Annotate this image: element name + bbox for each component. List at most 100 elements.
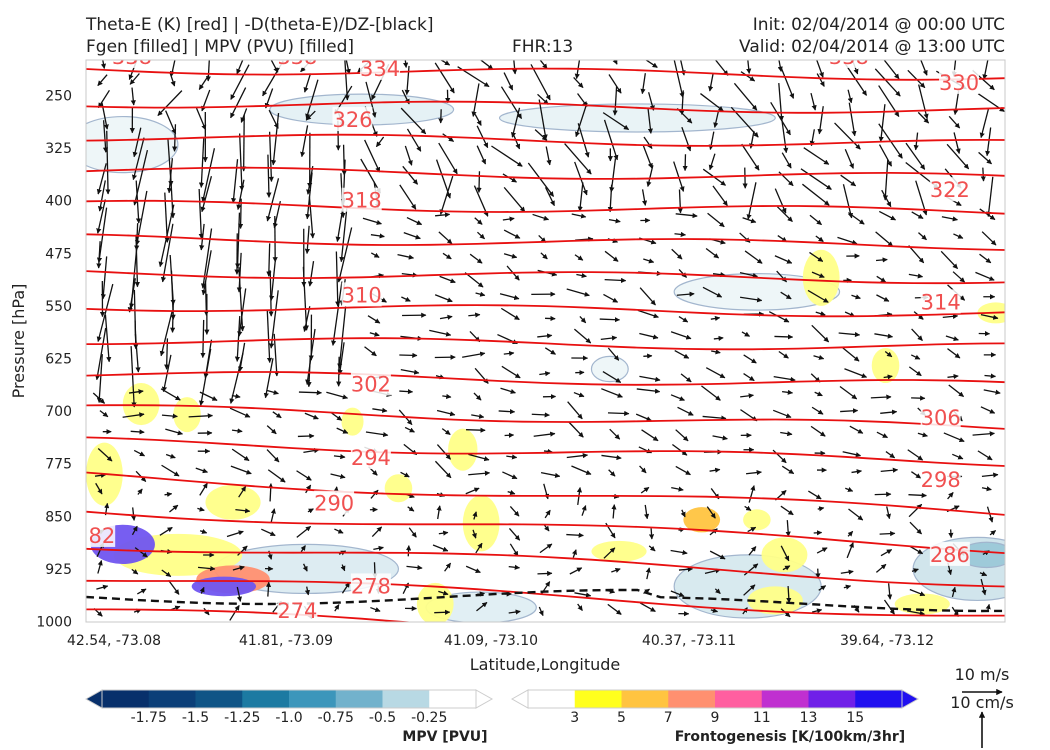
- wind-vector: [940, 250, 959, 270]
- wind-vector: [545, 146, 552, 166]
- wind-vector: [810, 425, 826, 437]
- wind-vector: [129, 73, 140, 85]
- wind-vector: [302, 563, 308, 572]
- wind-vector: [673, 161, 685, 192]
- wind-vector: [401, 296, 411, 302]
- wind-vector: [507, 489, 516, 495]
- wind-vector: [532, 213, 550, 221]
- wind-vector: [161, 413, 178, 419]
- wind-vector: [911, 211, 924, 220]
- wind-vector: [677, 189, 683, 214]
- wind-vector: [272, 411, 282, 419]
- wind-vector: [438, 530, 449, 536]
- theta-e-contour: [86, 337, 1005, 351]
- theta-e-label-bg: [277, 60, 318, 68]
- wind-vector: [887, 583, 893, 600]
- theta-e-label-bg: [86, 522, 116, 547]
- wind-vector: [802, 183, 830, 206]
- wind-vector: [777, 60, 783, 72]
- wind-vector: [744, 250, 763, 264]
- wind-vector: [670, 331, 692, 340]
- wind-vector: [229, 407, 251, 418]
- wind-vector: [785, 520, 791, 537]
- wind-vector: [834, 122, 861, 150]
- dtheta-dz-contour: [86, 588, 1005, 613]
- wind-vector: [504, 432, 515, 438]
- fgen-patch: [416, 582, 454, 622]
- theta-e-label-bg: [341, 282, 382, 307]
- wind-vector: [911, 568, 919, 574]
- wind-vector: [400, 107, 427, 135]
- wind-vector: [230, 87, 247, 119]
- wind-vector: [127, 278, 136, 313]
- wind-vector: [648, 528, 655, 540]
- wind-vector: [739, 271, 758, 278]
- wind-vector: [880, 409, 898, 415]
- wind-vector: [772, 449, 787, 464]
- wind-vector: [677, 406, 694, 416]
- wind-vector: [640, 73, 646, 95]
- wind-vector: [676, 108, 693, 124]
- wind-vector: [302, 306, 311, 332]
- wind-vector: [503, 253, 518, 259]
- wind-vector: [133, 449, 146, 457]
- wind-vector: [709, 550, 726, 560]
- wind-vector: [815, 235, 824, 243]
- wind-vector: [702, 415, 727, 421]
- theta-e-label-bg: [277, 597, 318, 622]
- wind-vector: [748, 546, 757, 556]
- wind-vector: [674, 349, 690, 359]
- wind-vector: [600, 335, 618, 341]
- mpv-colorbar-tick: -1.5: [182, 710, 209, 726]
- wind-vector: [709, 467, 721, 473]
- wind-vector: [748, 485, 756, 503]
- theta-e-label-bg: [920, 405, 961, 430]
- wind-vector: [432, 544, 449, 552]
- wind-vector: [506, 454, 518, 460]
- wind-vector: [296, 470, 312, 481]
- theta-e-label-bg: [332, 107, 373, 132]
- wind-vector: [977, 450, 993, 461]
- wind-vector: [601, 454, 622, 461]
- x-tick-label: 41.81, -73.09: [239, 633, 333, 649]
- wind-vector: [471, 413, 485, 419]
- wind-vector: [953, 233, 964, 239]
- wind-vector: [474, 114, 482, 126]
- wind-vector: [130, 429, 145, 435]
- theta-e-label: 338: [112, 45, 152, 69]
- wind-vector: [197, 565, 216, 572]
- wind-vector: [680, 373, 692, 383]
- wind-vector: [602, 371, 622, 383]
- wind-vector: [530, 64, 551, 101]
- wind-vector: [337, 227, 353, 283]
- wind-vector: [848, 102, 857, 137]
- wind-vector: [849, 425, 864, 434]
- fgen-colorbar-swatch: [574, 690, 622, 708]
- wind-vector: [544, 347, 556, 355]
- wind-vector: [544, 509, 551, 519]
- wind-vector: [159, 310, 173, 357]
- wind-vector: [503, 72, 514, 91]
- wind-vector: [880, 467, 899, 473]
- wind-vector: [503, 350, 515, 357]
- wind-vector: [304, 586, 310, 596]
- wind-vector: [577, 123, 590, 158]
- wind-vector: [809, 214, 822, 226]
- wind-vector: [134, 333, 141, 373]
- fgen-colorbar-tick: 7: [664, 710, 673, 726]
- wind-vector: [917, 432, 928, 438]
- wind-vector: [270, 60, 279, 73]
- wind-vector: [364, 139, 381, 173]
- wind-vector: [842, 451, 862, 458]
- wind-vector: [883, 60, 900, 80]
- wind-vector: [700, 93, 724, 112]
- wind-vector: [235, 508, 251, 514]
- wind-vector: [130, 346, 137, 408]
- wind-vector: [680, 60, 686, 76]
- wind-vector: [883, 599, 895, 615]
- fgen-patch: [448, 428, 478, 471]
- wind-vector: [468, 312, 481, 318]
- wind-vector: [434, 609, 451, 615]
- wind-vector: [404, 426, 415, 433]
- wind-vector: [333, 454, 346, 460]
